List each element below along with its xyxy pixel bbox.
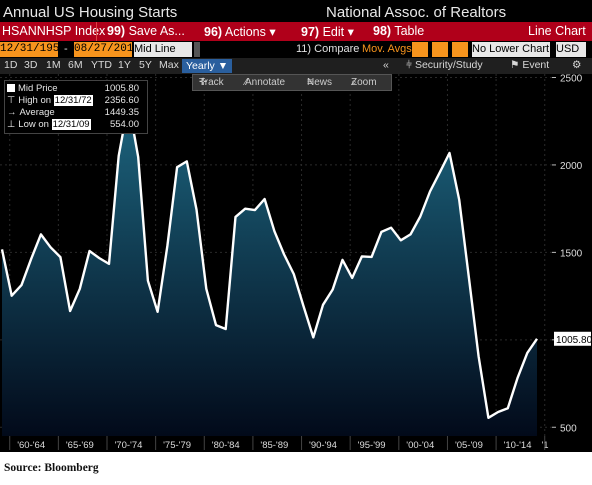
x-tick-label-3: '75-'79 [163,440,191,451]
x-tick-label-9: '05-'09 [455,440,483,451]
empty-field-1[interactable] [412,42,428,57]
ticker-field[interactable]: HSANNHSP Index [2,24,106,38]
average-marker-icon: → [7,107,17,118]
legend-mid: Mid Price 1005.80 [7,83,143,95]
actions-menu[interactable]: 96) Actions ▾ [204,25,276,39]
save-as-button[interactable]: 99) Save As... [107,24,185,38]
x-tick-label-2: '70-'74 [114,440,142,451]
y-axis-panel [552,74,592,452]
view-label[interactable]: Line Chart [528,24,586,38]
y-tick-label-4: 2500 [560,74,583,84]
y-tick-label-3: 2000 [560,161,583,172]
collapse-button[interactable]: « [383,59,389,71]
period-6m[interactable]: 6M [68,59,83,71]
x-tick-label-1: '65-'69 [66,440,94,451]
x-tick-label-4: '80-'84 [212,440,240,451]
y-axis: 5001000150020002500 [552,74,592,452]
compare-button[interactable]: 11) Compare [296,43,360,55]
event-button[interactable]: ⚑ Event [510,59,550,71]
x-tick-label-7: '95-'99 [358,440,386,451]
legend-low: ⊥ Low on 12/31/09 554.00 [7,119,139,130]
flag-icon: ⚑ [510,59,520,71]
mov-avgs-field[interactable]: Mov. Avgs [362,43,412,55]
lower-chart-select[interactable]: No Lower Chart [472,42,550,57]
date-row: 12/31/1959 - 08/27/2015 Mid Line 11) Com… [0,41,592,58]
x-tick-label-6: '90-'94 [309,440,337,451]
currency-select[interactable]: USD [556,42,586,57]
magnifier-icon: ⌕ [351,77,357,88]
legend-box: Mid Price 1005.80 ⊤ High on 12/31/72 2356… [4,80,148,134]
last-value-label: 1005.80 [556,335,592,346]
last-value-box [554,331,591,346]
period-1m[interactable]: 1M [46,59,61,71]
source-label: National Assoc. of Realtors [326,4,507,21]
legend-high: ⊤ High on 12/31/72 2356.60 [7,95,139,106]
bloomberg-terminal: Annual US Housing Starts National Assoc.… [0,0,592,452]
empty-field-3[interactable] [452,42,468,57]
chart-tool-icon: ⫩ [406,59,413,71]
period-ytd[interactable]: YTD [91,59,112,71]
series-line [0,101,538,419]
x-tick-label-5: '85-'89 [260,440,288,451]
line-swatch-icon [7,84,15,92]
legend-average: → Average 1449.35 [7,107,139,118]
high-marker-icon: ⊤ [7,95,16,106]
y-tick-label-0: 500 [560,423,577,434]
period-max[interactable]: Max [159,59,179,71]
period-select[interactable]: Yearly ▼ [182,59,233,73]
title-bar: Annual US Housing Starts National Assoc.… [0,4,592,22]
pencil-icon: ∕ [245,77,247,88]
chart-toolbar: ✛ Track ∕ Annotate ≡ News ⌕ Zoom [192,74,392,91]
period-1y[interactable]: 1Y [118,59,131,71]
chart-title: Annual US Housing Starts [3,4,178,21]
source-caption: Source: Bloomberg [4,462,99,474]
x-tick-label-0: '60-'64 [17,440,45,451]
series-area [2,102,537,436]
low-marker-icon: ⊥ [7,119,16,130]
x-axis-panel [0,436,552,452]
menu-bar: HSANNHSP Index 99) Save As... 96) Action… [0,22,592,41]
x-tick-label-8: '00-'04 [406,440,434,451]
period-5y[interactable]: 5Y [139,59,152,71]
mode-select[interactable]: Mid Line [134,42,192,57]
period-row: 1D 3D 1M 6M YTD 1Y 5Y Max Yearly ▼ « ⫩ S… [0,58,592,74]
news-icon: ≡ [307,77,313,88]
period-3d[interactable]: 3D [24,59,38,71]
y-tick-label-2: 1500 [560,248,583,259]
crosshair-icon: ✛ [199,77,208,88]
chart-area: 5001000150020002500 '60-'64'65-'69'70-'7… [0,74,592,452]
security-study-button[interactable]: ⫩ Security/Study [406,59,483,71]
edit-menu[interactable]: 97) Edit ▾ [301,25,354,39]
x-tick-label-10: '10-'14 [504,440,532,451]
period-1d[interactable]: 1D [4,59,18,71]
end-date-field[interactable]: 08/27/2015 [74,42,132,57]
last-value-tag: 1005.80 [554,331,592,346]
start-date-field[interactable]: 12/31/1959 [0,42,58,57]
gear-icon[interactable]: ⚙ [572,59,582,71]
empty-field-2[interactable] [432,42,448,57]
x-axis: '60-'64 '65-'69 '70-'74 '75-'79 '80-'84 '85-'… [0,436,552,452]
table-button[interactable]: 98) Table [373,24,425,38]
mode-dropdown-icon[interactable] [194,42,200,57]
date-dash: - [64,43,68,55]
